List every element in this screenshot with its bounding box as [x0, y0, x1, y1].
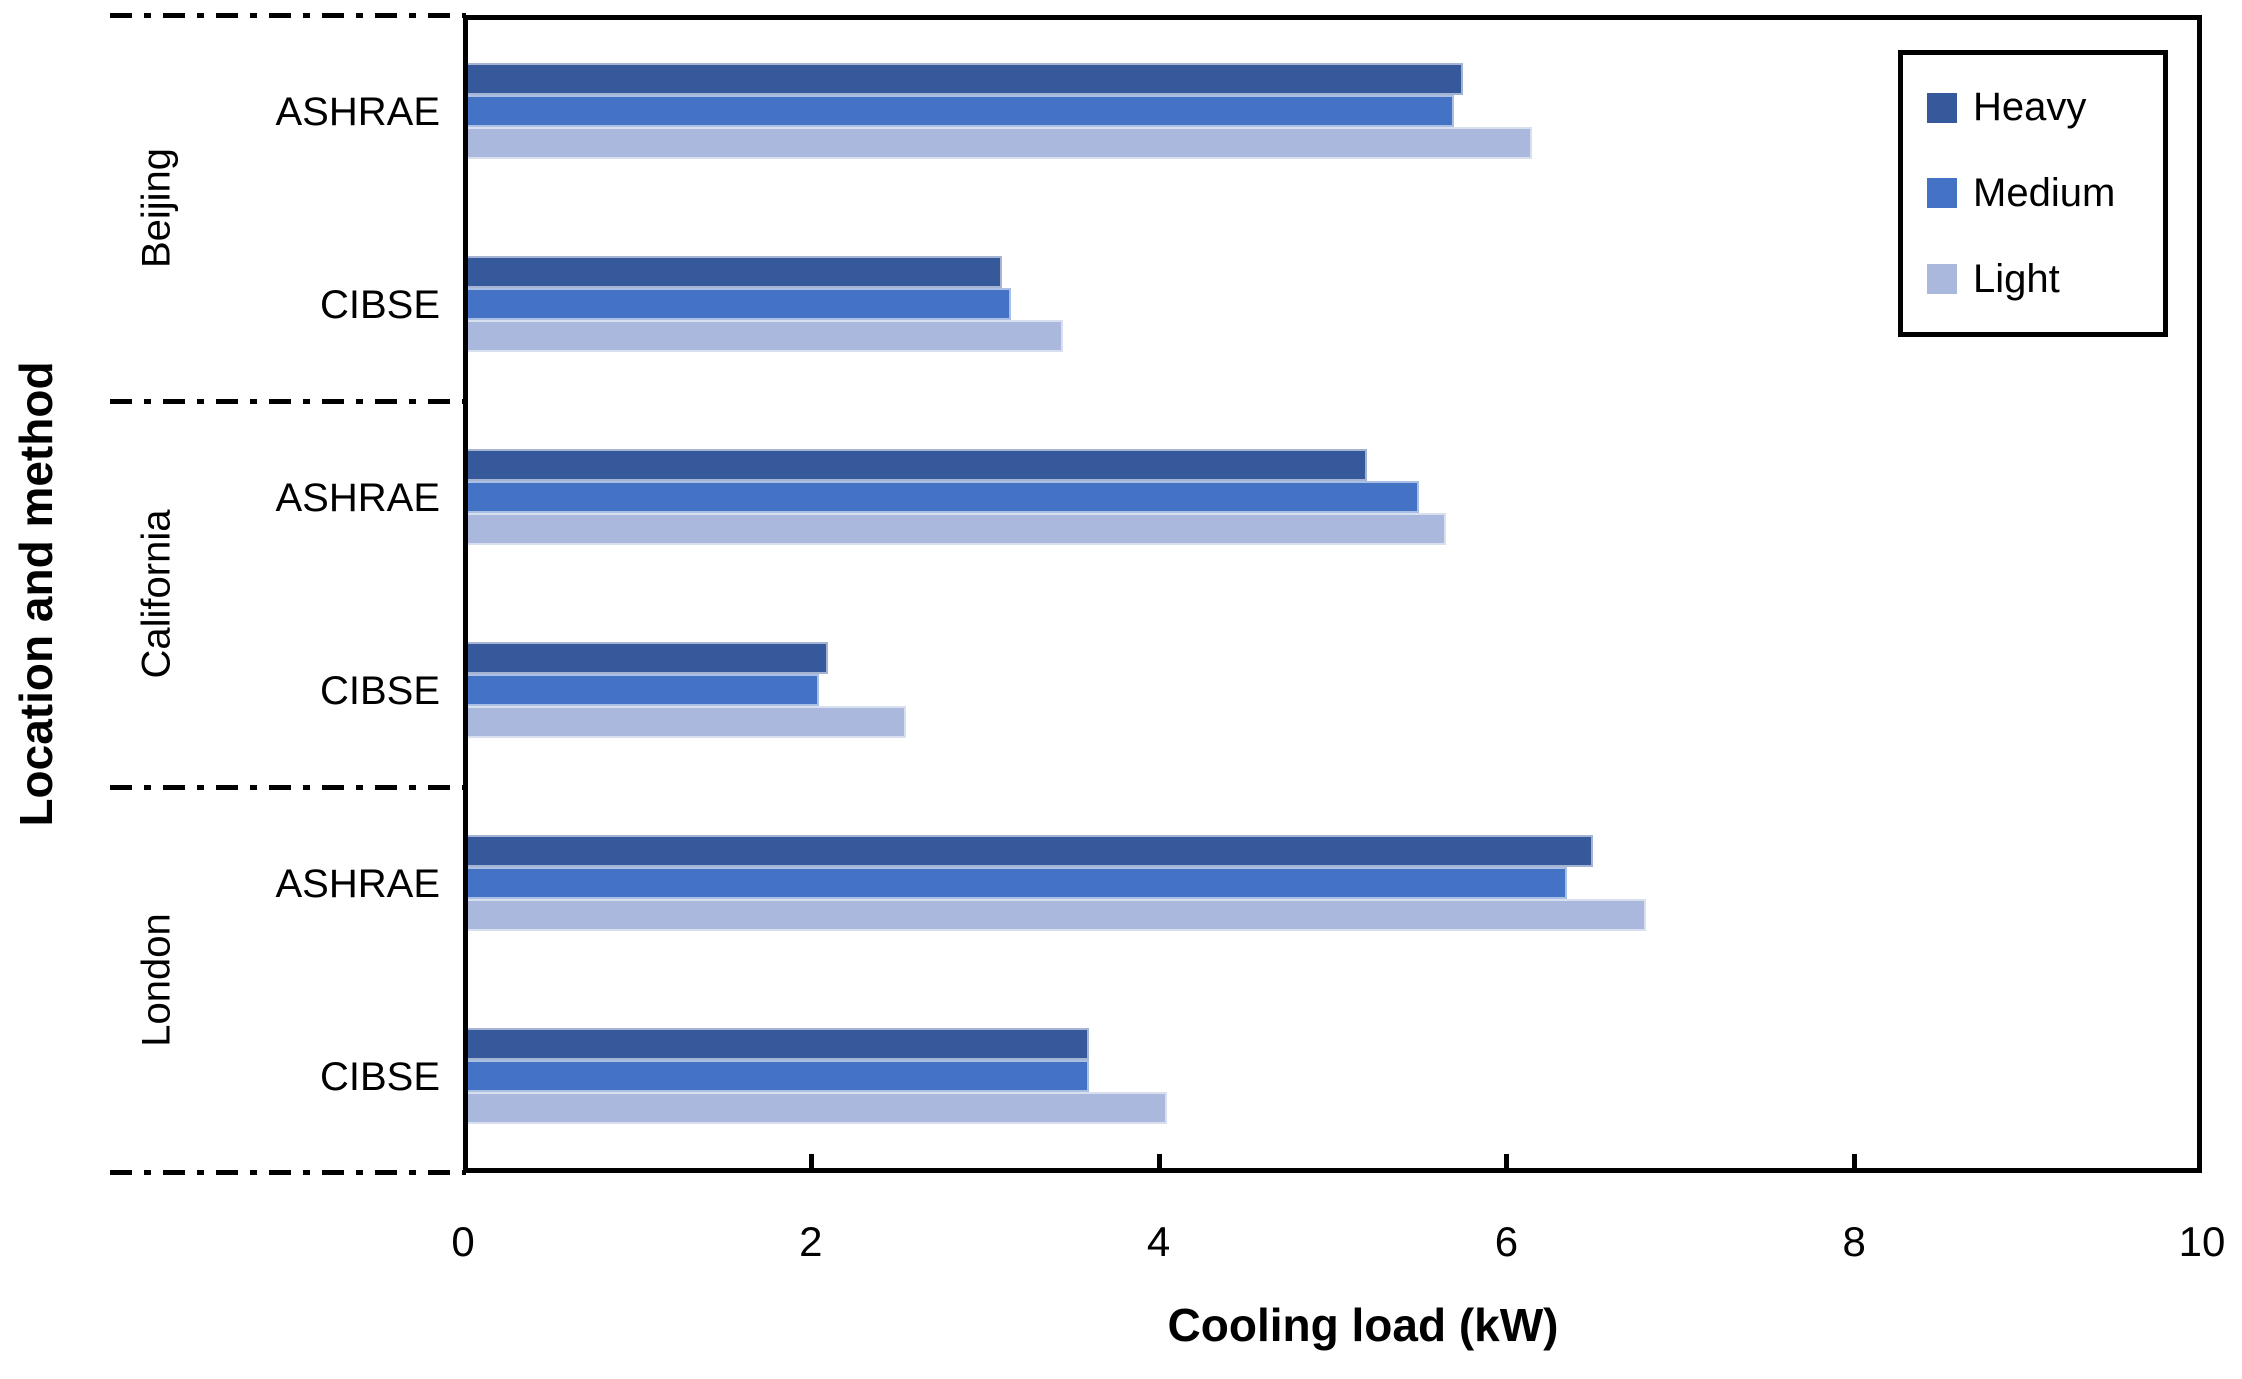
- method-label-cibse: CIBSE: [319, 282, 440, 327]
- bar-light: [463, 127, 1533, 159]
- x-axis-tick-mark: [1504, 1154, 1510, 1168]
- light-swatch-icon: [1927, 264, 1957, 295]
- x-axis-tick-mark: [808, 1154, 814, 1168]
- plot-area: [463, 15, 2202, 1173]
- x-axis-tick-mark: [1156, 1154, 1162, 1168]
- x-axis-title: Cooling load (kW): [1167, 1299, 1559, 1351]
- bar-heavy: [463, 256, 1003, 288]
- location-separator-line: [110, 13, 466, 18]
- legend-label-medium: Medium: [1973, 170, 2116, 215]
- bar-light: [463, 513, 1446, 545]
- location-label-california: California: [134, 509, 179, 679]
- legend-label-light: Light: [1973, 256, 2060, 301]
- location-separator-line: [110, 399, 466, 404]
- bar-heavy: [463, 449, 1368, 481]
- bar-light: [463, 1092, 1168, 1124]
- method-label-cibse: CIBSE: [319, 1054, 440, 1099]
- method-label-ashrae: ASHRAE: [275, 475, 441, 520]
- bar-heavy: [463, 63, 1463, 95]
- legend-label-heavy: Heavy: [1973, 85, 2087, 130]
- method-label-cibse: CIBSE: [319, 668, 440, 713]
- method-label-ashrae: ASHRAE: [275, 861, 441, 906]
- location-label-london: London: [134, 913, 179, 1047]
- legend-item-heavy: Heavy: [1927, 85, 2163, 130]
- bar-medium: [463, 867, 1568, 899]
- bar-heavy: [463, 835, 1594, 867]
- y-axis-title: Location and method: [10, 361, 62, 827]
- bar-medium: [463, 288, 1011, 320]
- location-label-beijing: Beijing: [134, 147, 179, 269]
- bar-heavy: [463, 1028, 1090, 1060]
- location-separator-line: [110, 1170, 466, 1175]
- bar-light: [463, 320, 1063, 352]
- location-separator-line: [110, 785, 466, 790]
- bar-medium: [463, 481, 1420, 513]
- bar-light: [463, 899, 1646, 931]
- medium-swatch-icon: [1927, 178, 1957, 209]
- x-axis-tick-label: 10: [2178, 1218, 2226, 1265]
- x-axis-tick-label: 4: [1146, 1218, 1171, 1265]
- method-label-ashrae: ASHRAE: [275, 89, 441, 134]
- legend: Heavy Medium Light: [1898, 50, 2168, 337]
- legend-item-medium: Medium: [1927, 171, 2163, 216]
- x-axis-tick-mark: [1852, 1154, 1858, 1168]
- bar-medium: [463, 95, 1455, 127]
- x-axis-tick-label: 2: [799, 1218, 823, 1265]
- x-axis-tick-label: 0: [451, 1218, 475, 1265]
- x-axis-tick-label: 6: [1494, 1218, 1519, 1265]
- bar-heavy: [463, 642, 829, 674]
- bar-medium: [463, 674, 820, 706]
- bar-light: [463, 706, 907, 738]
- x-axis-tick-label: 8: [1842, 1218, 1866, 1265]
- heavy-swatch-icon: [1927, 92, 1957, 123]
- legend-item-light: Light: [1927, 257, 2163, 302]
- bar-medium: [463, 1060, 1090, 1092]
